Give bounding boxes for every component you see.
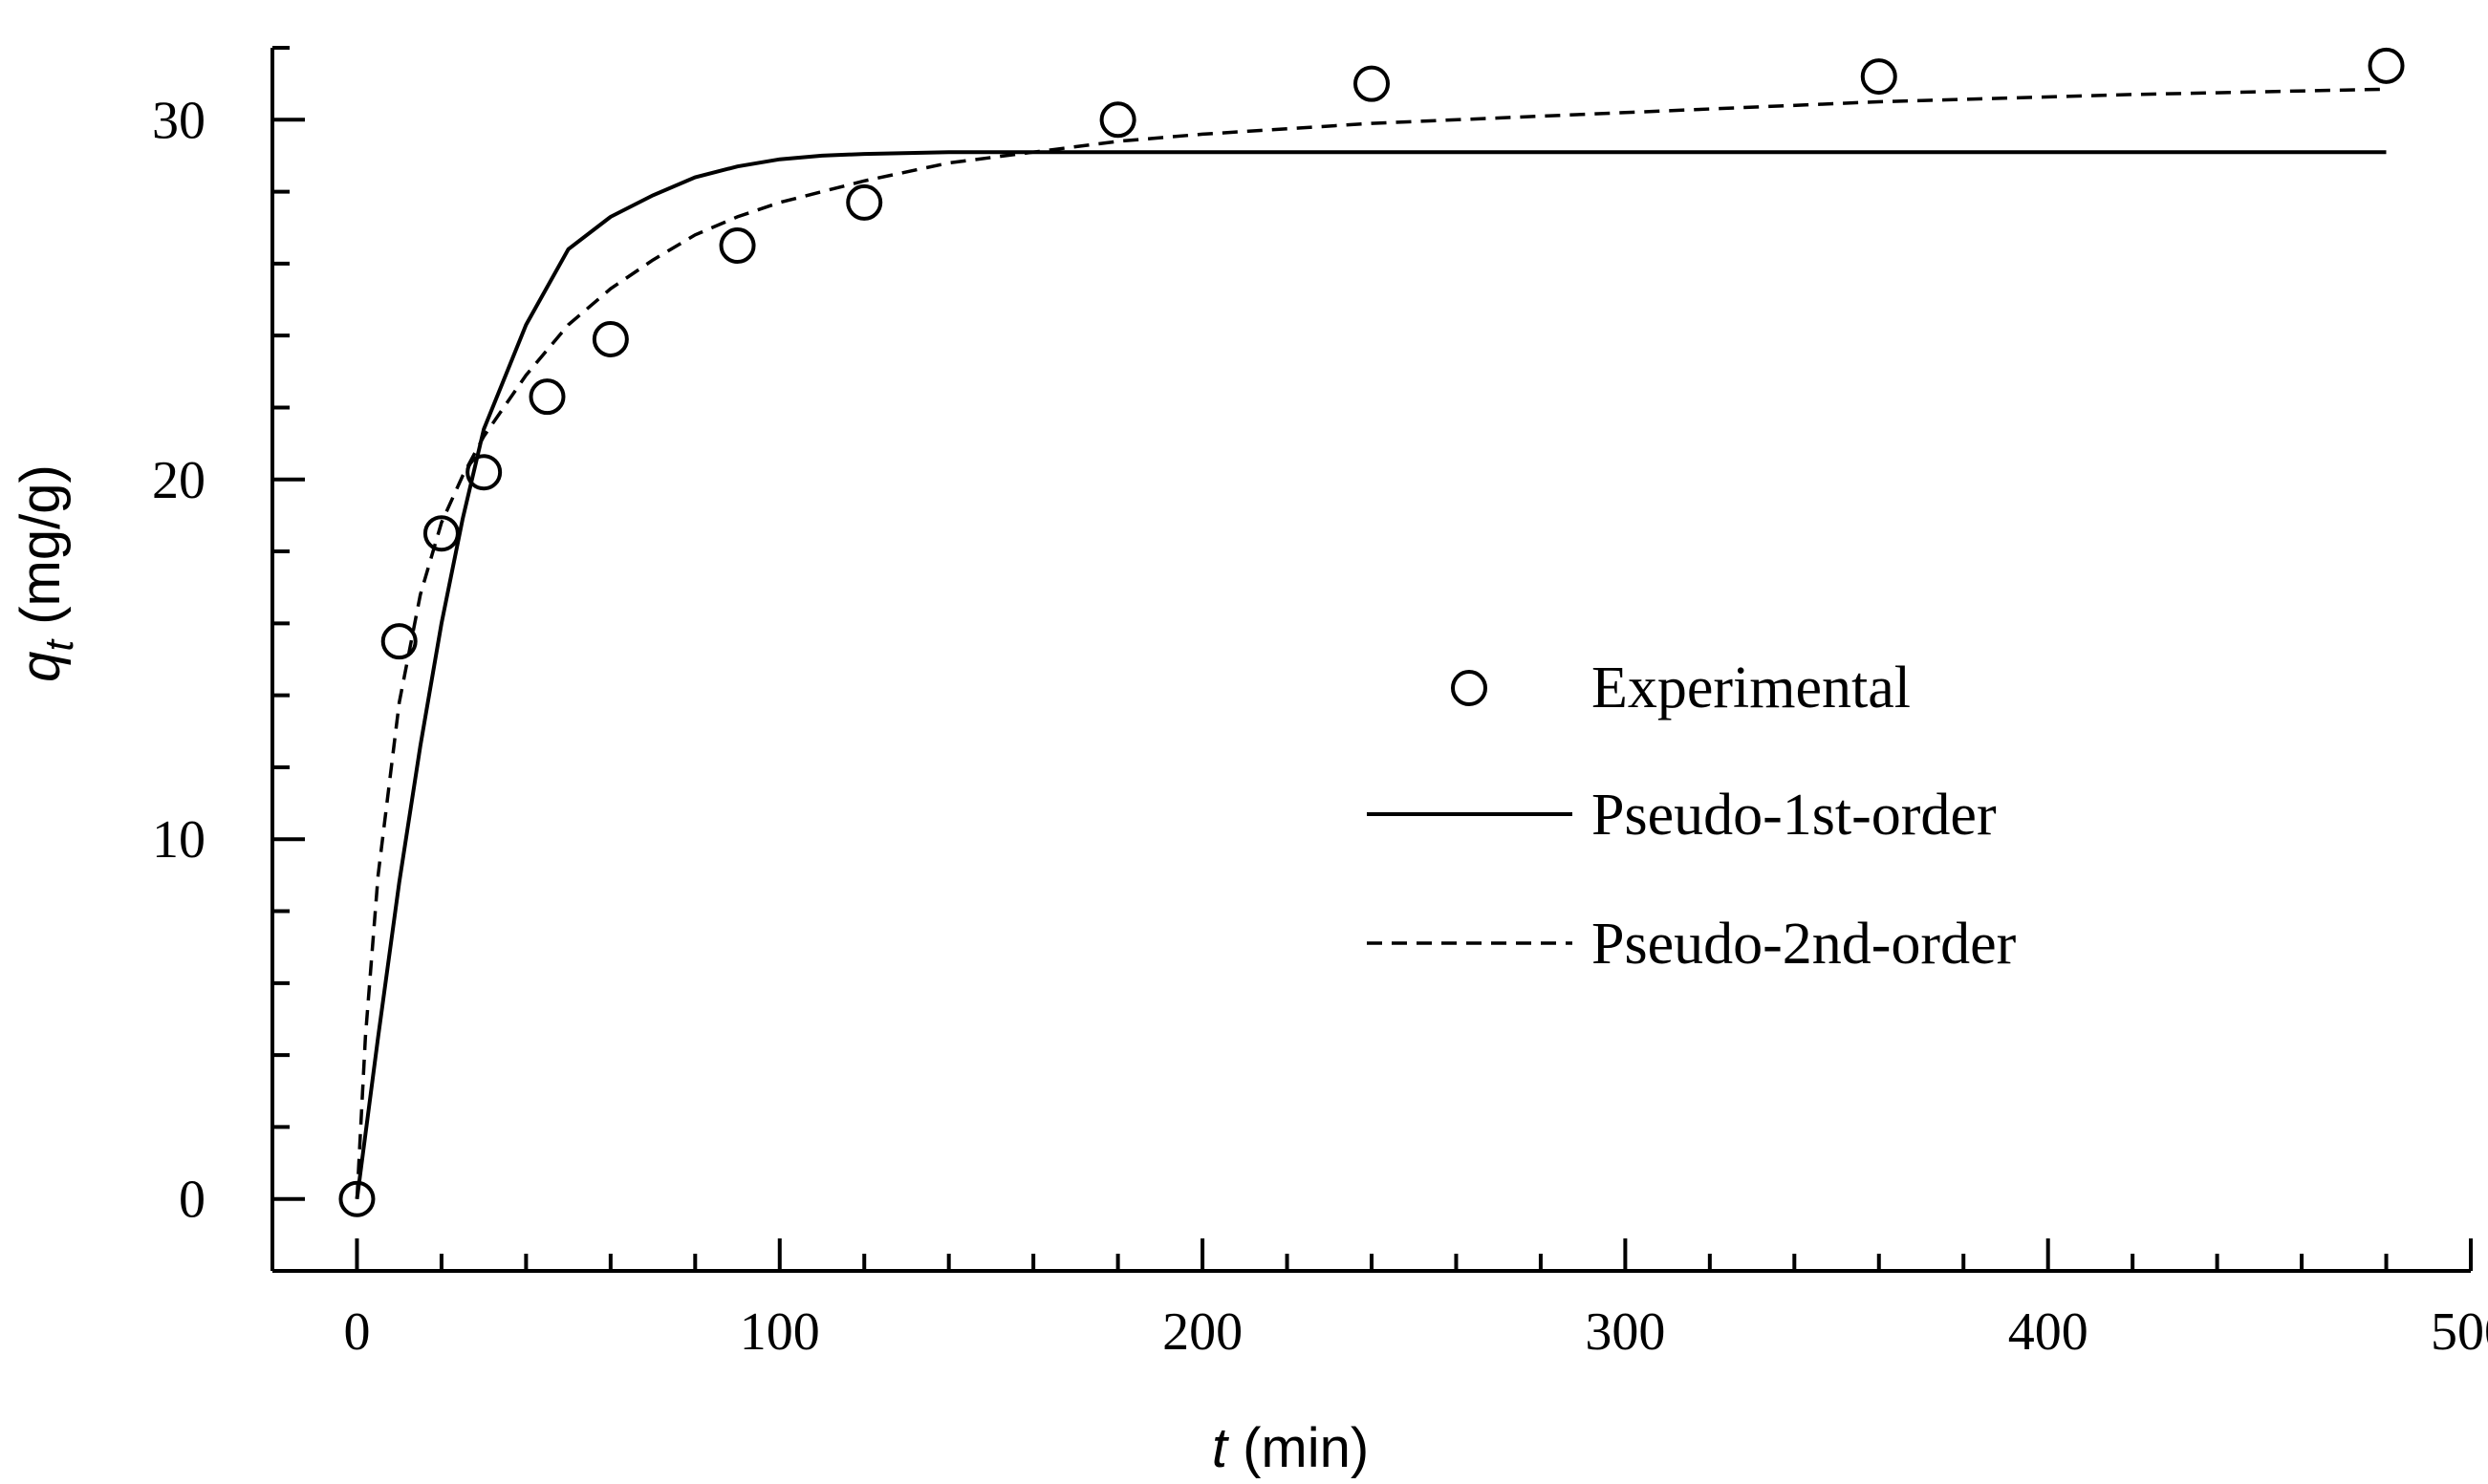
experimental-points xyxy=(338,47,2405,1217)
x-tick-label: 500 xyxy=(2431,1302,2488,1362)
x-tick-label: 400 xyxy=(2008,1302,2088,1362)
experimental-point xyxy=(2368,47,2405,84)
x-tick-label: 200 xyxy=(1162,1302,1243,1362)
experimental-point xyxy=(719,227,756,265)
experimental-point xyxy=(380,623,418,660)
legend-experimental-marker xyxy=(1451,670,1487,706)
legend: Experimental Pseudo-1st-order Pseudo-2nd… xyxy=(1367,656,2017,977)
experimental-point xyxy=(529,378,566,416)
x-axis-var: t xyxy=(1212,1417,1230,1479)
y-tick-label: 0 xyxy=(179,1171,206,1230)
y-tick-label: 30 xyxy=(152,91,206,150)
experimental-point xyxy=(422,515,460,552)
y-axis-subscript: t xyxy=(36,638,81,652)
experimental-point xyxy=(846,183,883,221)
legend-pseudo-2nd-label: Pseudo-2nd-order xyxy=(1591,912,2017,977)
x-axis-title: t (min) xyxy=(1212,1417,1369,1479)
ticks: 0 100 200 300 400 500 0 10 20 30 xyxy=(152,46,2488,1362)
experimental-point xyxy=(465,454,503,491)
x-axis-unit: (min) xyxy=(1227,1417,1369,1479)
experimental-point xyxy=(1353,65,1390,102)
x-tick-label: 0 xyxy=(343,1302,370,1362)
y-tick-label: 20 xyxy=(152,451,206,510)
pseudo-2nd-order-line xyxy=(355,87,2387,1199)
legend-experimental-label: Experimental xyxy=(1591,656,1911,720)
experimental-point xyxy=(1860,58,1897,96)
y-axis-unit: (mg/g) xyxy=(10,464,72,640)
axes xyxy=(270,48,2471,1273)
experimental-point xyxy=(1099,101,1136,139)
y-axis-title: qt (mg/g) xyxy=(10,464,81,682)
y-tick-label: 10 xyxy=(152,810,206,870)
experimental-point xyxy=(338,1180,376,1217)
fit-lines xyxy=(355,87,2387,1199)
legend-pseudo-1st-label: Pseudo-1st-order xyxy=(1591,783,1997,848)
pseudo-1st-order-line xyxy=(355,150,2387,1199)
y-axis-var: q xyxy=(10,652,72,682)
x-tick-label: 300 xyxy=(1585,1302,1665,1362)
experimental-point xyxy=(592,320,629,357)
x-tick-label: 100 xyxy=(740,1302,820,1362)
